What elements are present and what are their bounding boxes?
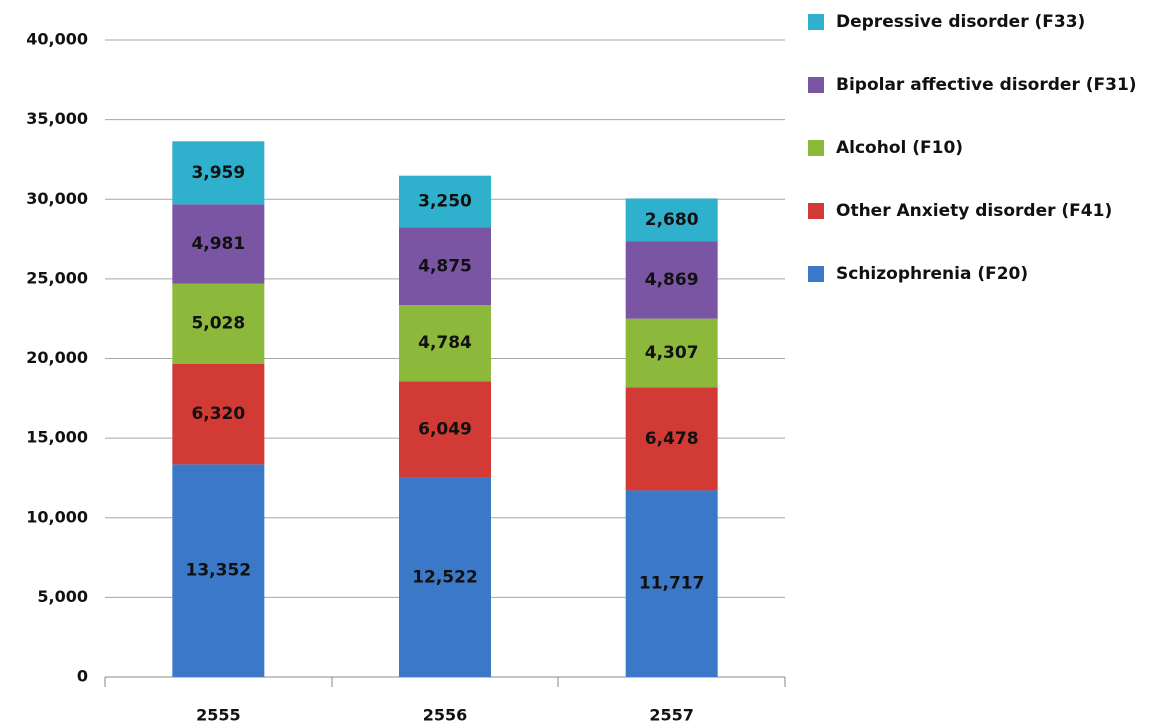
data-label: 4,981 — [191, 234, 245, 254]
bar-segment — [399, 175, 491, 228]
y-tick-label: 40,000 — [26, 30, 88, 49]
bar-segment — [625, 490, 718, 677]
bar-segment — [625, 241, 718, 319]
bar-segment — [172, 363, 265, 465]
data-label: 12,522 — [412, 567, 478, 587]
y-tick-label: 10,000 — [26, 507, 88, 526]
legend-swatch — [808, 203, 824, 219]
data-label: 4,307 — [645, 343, 699, 363]
legend-label: Alcohol (F10) — [836, 138, 963, 158]
legend-label: Bipolar affective disorder (F31) — [836, 75, 1137, 95]
x-tick-label: 2556 — [423, 706, 468, 725]
data-label: 5,028 — [191, 314, 245, 334]
legend-swatch — [808, 77, 824, 93]
legend-label: Schizophrenia (F20) — [836, 264, 1028, 284]
data-label: 4,875 — [418, 256, 472, 276]
legend-swatch — [808, 266, 824, 282]
legend-label: Depressive disorder (F33) — [836, 12, 1085, 32]
data-label: 13,352 — [186, 561, 252, 581]
bar-segment — [172, 464, 265, 677]
y-tick-label: 35,000 — [26, 109, 88, 128]
legend-swatch — [808, 140, 824, 156]
bar-segment — [399, 477, 491, 677]
legend-swatch — [808, 14, 824, 30]
bar-segment — [399, 227, 491, 306]
legend-label: Other Anxiety disorder (F41) — [836, 201, 1112, 221]
bar-segment — [172, 141, 265, 205]
data-label: 11,717 — [639, 574, 705, 594]
data-label: 4,869 — [645, 270, 699, 290]
bar-segment — [172, 204, 265, 284]
bar-segment — [399, 381, 491, 478]
bar-segment — [172, 283, 265, 364]
data-label: 6,478 — [645, 429, 699, 449]
y-tick-label: 15,000 — [26, 428, 88, 447]
y-tick-label: 30,000 — [26, 189, 88, 208]
y-tick-label: 0 — [77, 667, 88, 686]
data-label: 3,959 — [191, 163, 245, 183]
data-label: 2,680 — [645, 210, 699, 230]
y-tick-label: 20,000 — [26, 348, 88, 367]
data-label: 6,320 — [191, 404, 245, 424]
data-label: 4,784 — [418, 333, 472, 353]
bar-segment — [625, 318, 718, 388]
y-tick-label: 5,000 — [37, 587, 88, 606]
bar-segment — [625, 387, 718, 491]
data-label: 6,049 — [418, 419, 472, 439]
data-label: 3,250 — [418, 192, 472, 212]
x-tick-label: 2557 — [649, 706, 694, 725]
y-tick-label: 25,000 — [26, 268, 88, 287]
bar-segment — [399, 305, 491, 382]
bar-segment — [625, 198, 718, 242]
x-tick-label: 2555 — [196, 706, 241, 725]
